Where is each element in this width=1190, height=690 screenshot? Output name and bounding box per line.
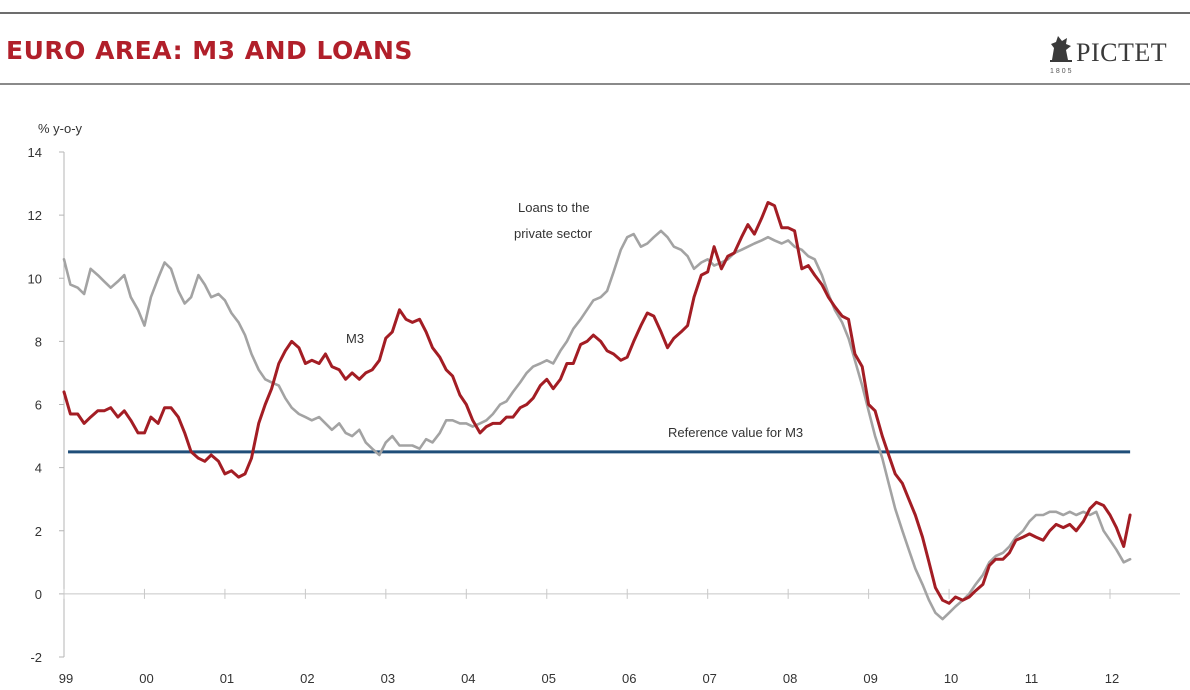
y-tick-label-4: 4	[35, 461, 42, 476]
x-tick-label-99: 99	[59, 671, 73, 686]
x-tick-label-02: 02	[300, 671, 314, 686]
y-tick-label--2: -2	[30, 650, 42, 665]
x-tick-label-12: 12	[1105, 671, 1119, 686]
y-tick-label-2: 2	[35, 524, 42, 539]
x-tick-label-10: 10	[944, 671, 958, 686]
reference-line-label: Reference value for M3	[668, 425, 803, 440]
annotation-loans-line1: Loans to the	[518, 200, 590, 215]
y-axis-label: % y-o-y	[38, 121, 83, 136]
y-tick-label-10: 10	[28, 271, 42, 286]
y-tick-label-0: 0	[35, 587, 42, 602]
series-line-m3	[64, 203, 1130, 604]
x-tick-label-00: 00	[139, 671, 153, 686]
y-tick-label-14: 14	[28, 145, 42, 160]
x-tick-label-09: 09	[863, 671, 877, 686]
x-tick-label-04: 04	[461, 671, 475, 686]
x-tick-label-06: 06	[622, 671, 636, 686]
y-tick-label-12: 12	[28, 208, 42, 223]
y-tick-label-8: 8	[35, 334, 42, 349]
y-tick-label-6: 6	[35, 398, 42, 413]
annotation-loans-line2: private sector	[514, 226, 593, 241]
x-tick-label-11: 11	[1025, 671, 1039, 686]
x-tick-label-07: 07	[702, 671, 716, 686]
x-tick-label-08: 08	[783, 671, 797, 686]
x-tick-label-01: 01	[220, 671, 234, 686]
annotation-m3: M3	[346, 331, 364, 346]
x-tick-label-03: 03	[381, 671, 395, 686]
series-lines	[64, 203, 1130, 620]
series-line-loans	[64, 231, 1130, 619]
x-tick-label-05: 05	[542, 671, 556, 686]
